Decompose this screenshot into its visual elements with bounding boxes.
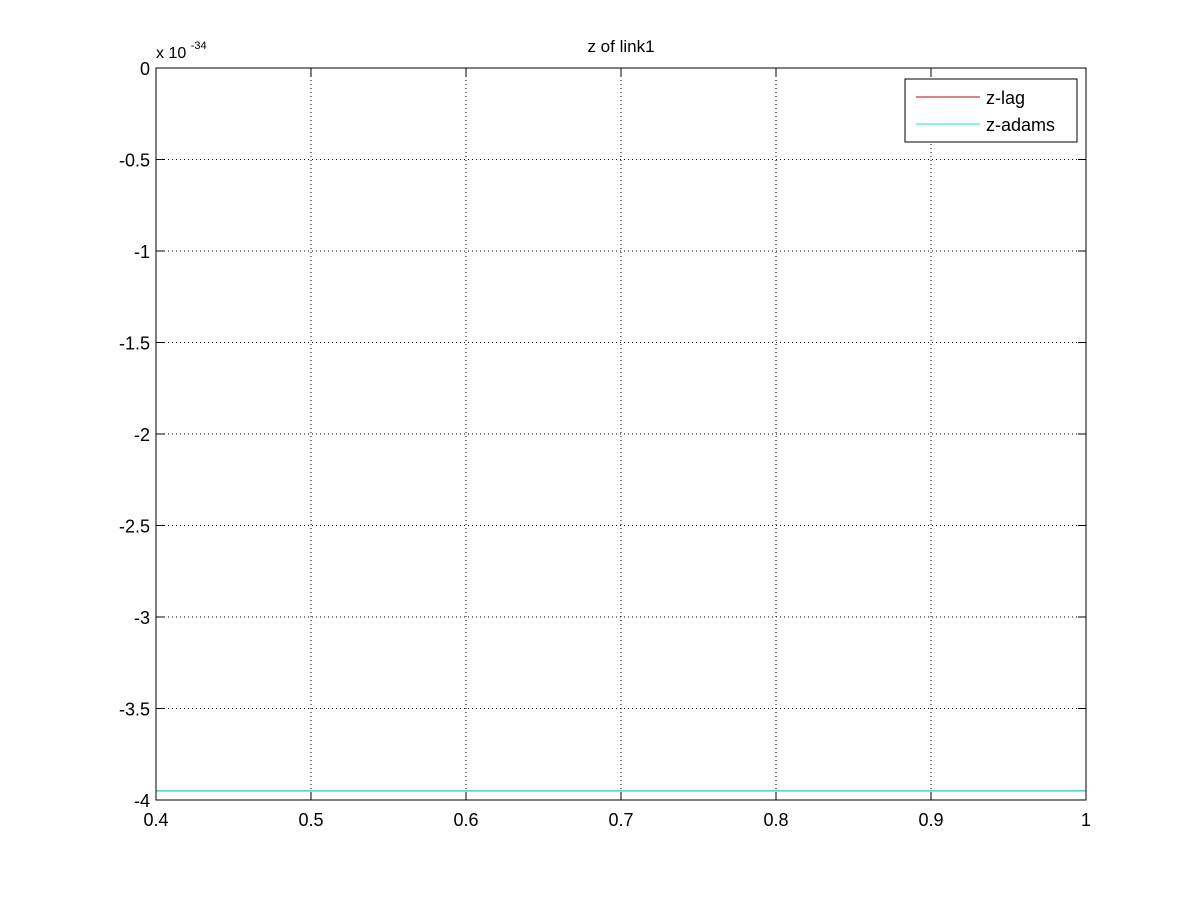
x-tick-label: 0.6: [453, 810, 478, 830]
x-tick-label: 0.5: [298, 810, 323, 830]
axis-ticks: [155, 67, 1087, 801]
y-axis-exponent: x 10 -34: [156, 40, 207, 62]
y-tick-label: -1: [134, 242, 150, 262]
y-tick-label: -3.5: [119, 700, 150, 720]
y-tick-label: -2.5: [119, 517, 150, 537]
legend-box: [904, 78, 1078, 143]
legend-label-z-lag: z-lag: [986, 88, 1025, 108]
legend: z-lag z-adams: [904, 78, 1078, 143]
x-tick-label: 1: [1081, 810, 1091, 830]
y-axis-tick-labels: 0 -0.5 -1 -1.5 -2 -2.5 -3 -3.5 -4: [119, 59, 150, 811]
x-tick-label: 0.9: [918, 810, 943, 830]
x-axis-tick-labels: 0.4 0.5 0.6 0.7 0.8 0.9 1: [143, 810, 1091, 830]
y-tick-label: -2: [134, 425, 150, 445]
y-axis-exponent-power: -34: [191, 40, 207, 52]
y-tick-label: -3: [134, 608, 150, 628]
x-tick-label: 0.7: [608, 810, 633, 830]
x-tick-label: 0.8: [763, 810, 788, 830]
grid-lines: [156, 68, 1086, 800]
y-tick-label: -4: [134, 791, 150, 811]
legend-label-z-adams: z-adams: [986, 115, 1055, 135]
x-tick-label: 0.4: [143, 810, 168, 830]
chart-title: z of link1: [587, 37, 654, 56]
y-tick-label: -1.5: [119, 334, 150, 354]
y-tick-label: 0: [140, 59, 150, 79]
y-tick-label: -0.5: [119, 151, 150, 171]
y-axis-exponent-base: x 10: [156, 45, 186, 62]
